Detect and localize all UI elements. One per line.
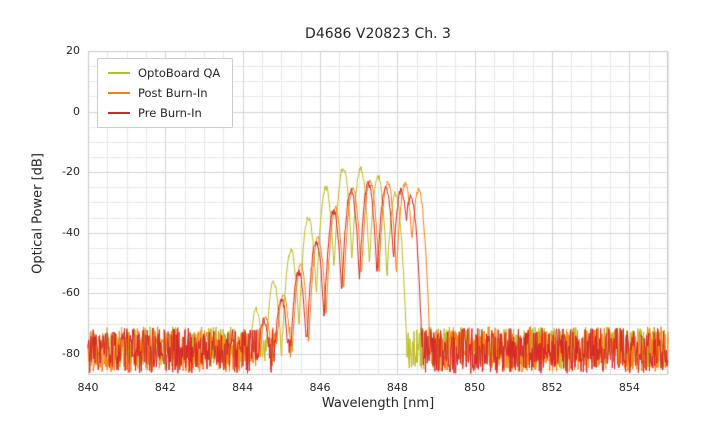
x-axis-label: Wavelength [nm] (321, 396, 435, 411)
y-tick-label: -60 (62, 286, 80, 300)
legend-item: OptoBoard QA (108, 66, 220, 80)
y-axis-label: Optical Power [dB] (30, 153, 46, 274)
legend-line-swatch (108, 72, 130, 74)
x-tick-label: 842 (154, 381, 176, 394)
x-tick-label: 840 (77, 381, 99, 394)
y-tick-label: -20 (62, 165, 80, 179)
y-tick-label: -80 (62, 346, 80, 360)
y-tick-label: 20 (66, 44, 80, 57)
y-tick-label: -40 (62, 225, 80, 239)
legend-item-label: Post Burn-In (138, 86, 208, 100)
chart-title: D4686 V20823 Ch. 3 (305, 26, 451, 42)
x-tick-label: 852 (541, 381, 563, 394)
x-tick-label: 850 (464, 381, 486, 394)
x-tick-label: 844 (232, 381, 254, 394)
x-tick-label: 848 (386, 381, 408, 394)
legend-item-label: Pre Burn-In (138, 106, 202, 120)
x-tick-label: 846 (309, 381, 331, 394)
legend-line-swatch (108, 92, 130, 94)
legend-item: Pre Burn-In (108, 106, 220, 120)
legend: OptoBoard QA Post Burn-In Pre Burn-In (97, 58, 234, 128)
legend-item: Post Burn-In (108, 86, 220, 100)
legend-item-label: OptoBoard QA (138, 66, 221, 80)
legend-line-swatch (108, 112, 130, 114)
y-tick-label: 0 (73, 104, 80, 118)
x-tick-label: 854 (618, 381, 640, 394)
